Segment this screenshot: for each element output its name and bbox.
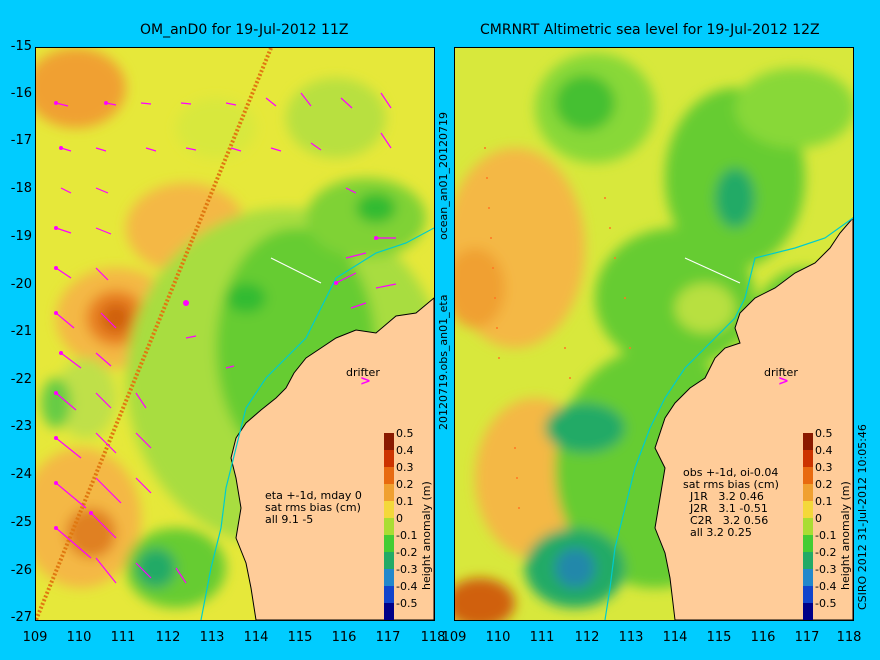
drifter-arrow-icon: > [778, 374, 789, 389]
colorbar-tick: -0.5 [396, 597, 418, 610]
x-tick: 117 [794, 630, 820, 645]
x-tick: 117 [375, 630, 401, 645]
x-tick: 115 [287, 630, 313, 645]
vector-heads [54, 101, 378, 530]
y-tick: -27 [10, 610, 32, 625]
x-tick: 109 [22, 630, 48, 645]
current-contour [200, 227, 434, 620]
colorbar-tick: 0.2 [815, 478, 833, 491]
colorbar-tick: 0 [815, 512, 822, 525]
x-tick: 118 [420, 630, 446, 645]
x-tick: 115 [706, 630, 732, 645]
x-tick: 116 [331, 630, 357, 645]
y-tick: -21 [10, 324, 32, 339]
y-tick: -23 [10, 419, 32, 434]
y-tick: -19 [10, 229, 32, 244]
colorbar-tick: 0.1 [815, 495, 833, 508]
x-tick: 116 [750, 630, 776, 645]
x-tick: 114 [662, 630, 688, 645]
x-tick: 109 [441, 630, 467, 645]
x-tick: 112 [574, 630, 600, 645]
colorbar-tick: 0.4 [396, 444, 414, 457]
colorbar-tick: 0.4 [815, 444, 833, 457]
right-sea-level-map [454, 47, 854, 621]
y-tick: -24 [10, 467, 32, 482]
colorbar-title-right: height anomaly (m) [839, 481, 852, 590]
colorbar-tick: -0.1 [815, 529, 837, 542]
obs-file-label: 20120719.obs_an01_eta [437, 294, 450, 430]
colorbar-tick: -0.2 [396, 546, 418, 559]
altimeter-track-points [484, 147, 631, 509]
x-tick: 111 [529, 630, 555, 645]
left-stats-note: eta +-1d, mday 0 sat rms bias (cm) all 9… [265, 489, 362, 526]
y-tick: -15 [10, 39, 32, 54]
colorbar-tick: 0 [396, 512, 403, 525]
right-map-canvas [455, 48, 853, 620]
y-tick: -20 [10, 277, 32, 292]
x-tick: 110 [66, 630, 92, 645]
colorbar-tick: -0.2 [815, 546, 837, 559]
drifter-track [270, 257, 322, 284]
land-mass [230, 297, 434, 620]
colorbar-tick: -0.1 [396, 529, 418, 542]
current-vectors [55, 92, 397, 584]
colorbar-tick: 0.1 [396, 495, 414, 508]
colorbar-tick: 0.5 [815, 427, 833, 440]
colorbar-tick: 0.2 [396, 478, 414, 491]
x-tick: 113 [199, 630, 225, 645]
x-tick: 118 [836, 630, 862, 645]
colorbar-tick: -0.3 [815, 563, 837, 576]
colorbar-tick: 0.5 [396, 427, 414, 440]
right-map-title: CMRNRT Altimetric sea level for 19-Jul-2… [480, 22, 820, 38]
colorbar-tick: -0.3 [396, 563, 418, 576]
drifter-track [684, 257, 741, 284]
drifter-label-left: drifter [346, 366, 380, 379]
left-sea-level-map [35, 47, 435, 621]
current-contour [604, 217, 853, 620]
y-tick: -18 [10, 181, 32, 196]
colorbar [803, 433, 813, 620]
y-tick: -25 [10, 515, 32, 530]
colorbar [384, 433, 394, 620]
x-tick: 113 [618, 630, 644, 645]
y-tick: -17 [10, 133, 32, 148]
colorbar-tick: -0.4 [396, 580, 418, 593]
x-tick: 112 [155, 630, 181, 645]
drifter-label-right: drifter [764, 366, 798, 379]
ocean-file-label: ocean_an01_20120719 [437, 112, 450, 240]
y-tick: -22 [10, 372, 32, 387]
x-tick: 114 [243, 630, 269, 645]
copyright-timestamp: CSIRO 2012 31-Jul-2012 10:05:46 [856, 424, 869, 610]
colorbar-title-left: height anomaly (m) [420, 481, 433, 590]
y-tick: -16 [10, 86, 32, 101]
colorbar-tick: -0.5 [815, 597, 837, 610]
x-tick: 110 [485, 630, 511, 645]
colorbar-tick: 0.3 [815, 461, 833, 474]
left-map-title: OM_anD0 for 19-Jul-2012 11Z [140, 22, 349, 38]
drifter-arrow-icon: > [360, 374, 371, 389]
y-tick: -26 [10, 563, 32, 578]
colorbar-tick: -0.4 [815, 580, 837, 593]
satellite-track [36, 48, 273, 620]
right-stats-note: obs +-1d, oi-0.04 sat rms bias (cm) J1R … [683, 466, 779, 539]
colorbar-tick: 0.3 [396, 461, 414, 474]
x-tick: 111 [110, 630, 136, 645]
left-map-canvas [36, 48, 434, 620]
